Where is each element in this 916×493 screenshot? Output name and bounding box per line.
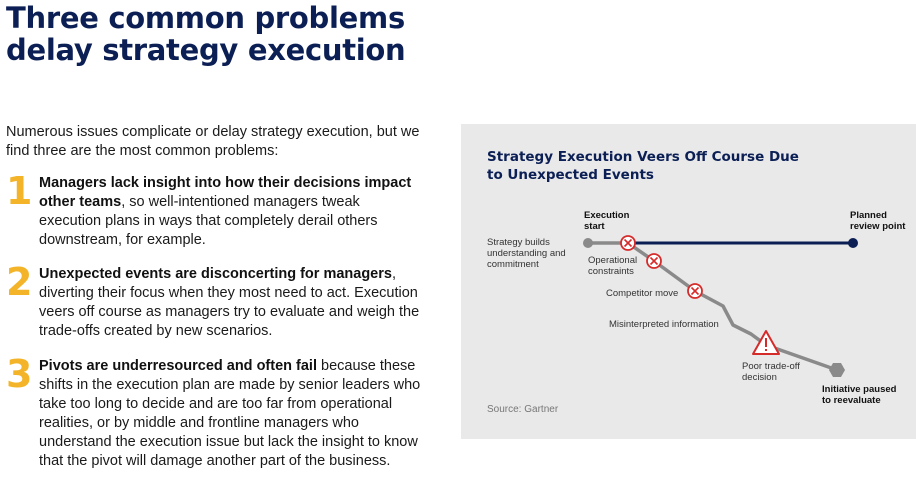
- problem-text-2: Unexpected events are disconcerting for …: [39, 265, 421, 341]
- execution-start-label-1: Execution: [584, 210, 630, 221]
- problem-rest-1: , so well-intentioned managers tweak exe…: [39, 194, 378, 248]
- execution-start-label-2: start: [584, 221, 605, 232]
- competitor-move-label: Competitor move: [606, 288, 678, 299]
- problem-bold-2: Unexpected events are disconcerting for …: [39, 266, 392, 282]
- problem-bold-1: Managers lack insight into how their dec…: [39, 175, 412, 210]
- misinterpreted-information-label: Misinterpreted information: [609, 319, 719, 330]
- poor-trade-off-label-2: decision: [742, 372, 777, 383]
- problem-text-3: Pivots are underresourced and often fail…: [39, 357, 421, 471]
- planned-review-label-1: Planned: [850, 210, 887, 221]
- problem-number-2: 2: [6, 260, 33, 304]
- figure-title-line-1: Strategy Execution Veers Off Course Due: [487, 149, 799, 165]
- problem-rest-3: because these shifts in the execution pl…: [39, 358, 421, 469]
- execution-start-dot: [583, 238, 593, 248]
- problem-number-3: 3: [6, 352, 33, 396]
- planned-review-point-dot: [848, 238, 858, 248]
- strategy-label-3: commitment: [487, 259, 539, 270]
- problem-number-1: 1: [6, 169, 33, 213]
- initiative-paused-label-2: to reevaluate: [822, 395, 881, 406]
- problem-text-1: Managers lack insight into how their dec…: [39, 174, 421, 250]
- initiative-paused-marker: [829, 363, 845, 377]
- figure-title: Strategy Execution Veers Off Course Due …: [487, 148, 807, 184]
- unexpected-event-marker: [646, 253, 662, 269]
- figure-panel: Strategy Execution Veers Off Course Due …: [461, 124, 916, 439]
- figure-title-line-2: to Unexpected Events: [487, 167, 654, 183]
- warning-icon: [752, 330, 780, 355]
- operational-constraints-marker: [620, 235, 636, 251]
- source-note: Source: Gartner: [487, 404, 559, 415]
- intro-paragraph: Numerous issues complicate or delay stra…: [6, 124, 420, 159]
- page-title: Three common problems delay strategy exe…: [6, 2, 426, 66]
- strategy-label-1: Strategy builds: [487, 237, 550, 248]
- problem-bold-3: Pivots are underresourced and often fail: [39, 358, 317, 374]
- problem-rest-2: , diverting their focus when they most n…: [39, 266, 420, 339]
- operational-constraints-label-1: Operational: [588, 255, 637, 266]
- operational-constraints-label-2: constraints: [588, 266, 634, 277]
- initiative-paused-label-1: Initiative paused: [822, 384, 897, 395]
- execution-diagram: Execution start Planned review point Str…: [487, 210, 906, 406]
- poor-trade-off-label-1: Poor trade-off: [742, 361, 800, 372]
- page-title-line-1: Three common problems: [6, 1, 405, 35]
- competitor-move-marker: [687, 283, 703, 299]
- strategy-label-2: understanding and: [487, 248, 566, 259]
- page-title-line-2: delay strategy execution: [6, 33, 406, 67]
- planned-review-label-2: review point: [850, 221, 906, 232]
